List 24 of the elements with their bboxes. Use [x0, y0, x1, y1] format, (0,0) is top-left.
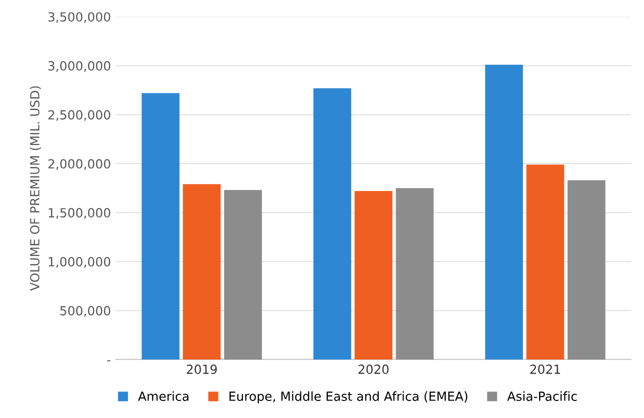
y-tick-label: 500,000 [60, 306, 110, 317]
legend-label: Asia-Pacific [507, 391, 577, 401]
y-tick-label: 1,000,000 [48, 257, 110, 268]
y-axis-title: VOLUME OF PREMIUM (MIL. USD) [30, 86, 41, 291]
bar [485, 64, 523, 360]
legend-label: America [138, 391, 188, 401]
y-tick-label: 2,000,000 [48, 159, 110, 170]
bar [182, 184, 221, 360]
bar [354, 191, 392, 360]
bar [224, 190, 262, 360]
y-tick-label: - [107, 360, 110, 362]
bar [526, 164, 564, 360]
bar [568, 180, 606, 360]
x-tick-label: 2019 [186, 364, 217, 374]
x-tick-label: 2021 [530, 364, 560, 374]
legend-label: Europe, Middle East and Africa (EMEA) [230, 391, 468, 404]
y-tick-label: 2,500,000 [48, 110, 110, 121]
bar [396, 188, 434, 360]
y-tick-label: 1,500,000 [48, 208, 110, 219]
y-tick-label: 3,500,000 [48, 12, 110, 23]
bar [313, 88, 352, 360]
x-tick-label: 2020 [358, 364, 389, 374]
y-tick-label: 3,000,000 [48, 61, 110, 72]
bar [142, 93, 180, 360]
